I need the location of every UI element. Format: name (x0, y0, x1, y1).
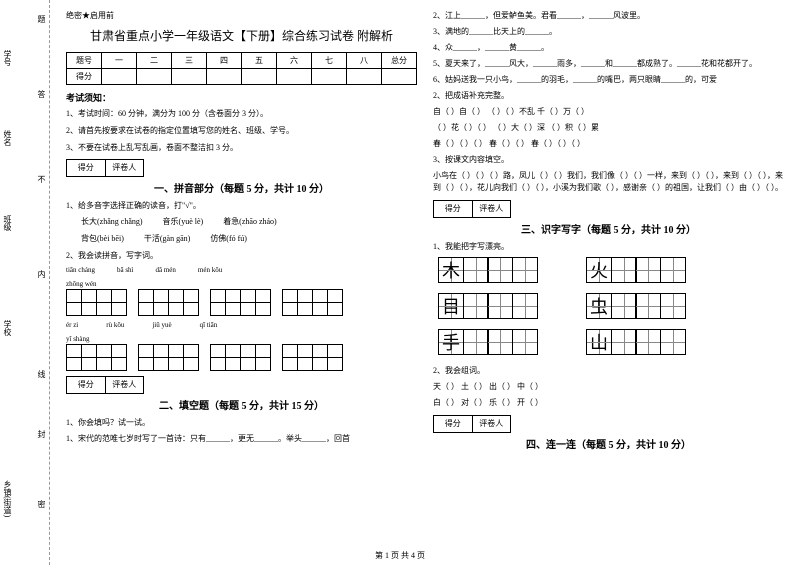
idiom-line: 春（ ）（ ）（ ） 春（ ）（ ） 春（ ）（ ）（ ） (433, 138, 784, 150)
word-group-line: 天（ ） 土（ ） 出（ ） 中（ ） (433, 381, 784, 393)
notice-item: 1、考试时间：60 分钟，满分为 100 分（含卷面分 3 分）。 (66, 108, 417, 120)
score-value-row: 得分 (67, 69, 417, 85)
margin-label-name: 姓名 (2, 130, 13, 146)
notice-title: 考试须知： (66, 91, 417, 104)
tianzi-cell: 目 (438, 293, 464, 319)
tianzi-row: 目 虫 (438, 293, 784, 319)
seal-char: 线 (36, 370, 47, 378)
left-column: 绝密★启用前 甘肃省重点小学一年级语文【下册】综合练习试卷 附解析 题号 一 二… (58, 10, 425, 565)
tianzi-row: 木 火 (438, 257, 784, 283)
page-footer: 第 1 页 共 4 页 (0, 550, 800, 561)
tianzi-row: 手 山 (438, 329, 784, 355)
notice-item: 3、不要在试卷上乱写乱画，卷面不整洁扣 3 分。 (66, 142, 417, 154)
seal-char: 封 (36, 430, 47, 438)
margin-label-class: 班级 (2, 215, 13, 231)
tianzi-cell: 手 (438, 329, 464, 355)
passage-fill: 小鸟在（ ）（ ）（ ）路，凤儿（ ）（ ）我们，我们像（ ）（ ）一样，来到（… (433, 170, 784, 194)
pinyin-options: 背包(bèi bēi) 干活(gàn gān) 仿佛(fó fú) (81, 233, 417, 244)
score-header-row: 题号 一 二 三 四 五 六 七 八 总分 (67, 53, 417, 69)
tianzi-cell: 火 (586, 257, 612, 283)
section-1-title: 一、拼音部分（每题 5 分，共计 10 分） (66, 180, 417, 195)
tianzi-cell: 虫 (586, 293, 612, 319)
seal-char: 内 (36, 270, 47, 278)
idiom-line: （ ）花（ ）（ ） （ ）大（ ）深 （ ）积（ ）累 (433, 122, 784, 134)
seal-char: 答 (36, 90, 47, 98)
notice-item: 2、请首先按要求在试卷的指定位置填写您的姓名、班级、学号。 (66, 125, 417, 137)
binding-margin: 题 学号 答 姓名 不 班级 内 学校 线 封 乡镇(街道) 密 (0, 0, 50, 565)
fill-blank-text: 6、姑妈送我一只小鸟，______的羽毛，______的嘴巴，两只眼睛_____… (433, 74, 784, 86)
margin-label-town: 乡镇(街道) (2, 480, 13, 517)
char-grid-row (66, 344, 417, 370)
fill-blank-text: 4、众______，______黄______。 (433, 42, 784, 54)
seal-char: 题 (36, 15, 47, 23)
tianzi-cell: 木 (438, 257, 464, 283)
right-column: 2、江上______，但爱鲈鱼美。君看______，______风波里。 3、满… (425, 10, 792, 565)
exam-title: 甘肃省重点小学一年级语文【下册】综合练习试卷 附解析 (66, 27, 417, 44)
question-text: 3、按课文内容填空。 (433, 154, 784, 166)
grader-box: 得分 评卷人 (66, 376, 144, 394)
fill-blank-text: 3、满地的______比天上的______。 (433, 26, 784, 38)
fill-blank-text: 1、宋代的范唯七岁时写了一首诗：只有______，更无______。举头____… (66, 433, 417, 445)
question-text: 2、把成语补充完整。 (433, 90, 784, 102)
seal-char: 密 (36, 500, 47, 508)
margin-label-school: 学校 (2, 320, 13, 336)
tianzi-cell: 山 (586, 329, 612, 355)
margin-label-id: 学号 (2, 50, 13, 66)
fill-blank-text: 2、江上______，但爱鲈鱼美。君看______，______风波里。 (433, 10, 784, 22)
question-text: 2、我会读拼音，写字词。 (66, 250, 417, 262)
section-3-title: 三、识字写字（每题 5 分，共计 10 分） (433, 221, 784, 236)
question-text: 1、你会填吗？试一试。 (66, 417, 417, 429)
secret-label: 绝密★启用前 (66, 10, 417, 21)
section-4-title: 四、连一连（每题 5 分，共计 10 分） (433, 436, 784, 451)
pinyin-options: 长大(zhǎng chǎng) 音乐(yuè lè) 着急(zhāo zháo) (81, 216, 417, 227)
grader-box: 得分 评卷人 (433, 415, 511, 433)
score-table: 题号 一 二 三 四 五 六 七 八 总分 得分 (66, 52, 417, 85)
question-text: 1、我能把字写漂亮。 (433, 241, 784, 253)
question-text: 1、给多音字选择正确的读音，打"√"。 (66, 200, 417, 212)
grader-box: 得分 评卷人 (66, 159, 144, 177)
idiom-line: 自（ ）自（ ） （ ）（ ）不乱 千（ ）万（ ） (433, 106, 784, 118)
word-group-line: 白（ ） 对（ ） 乐（ ） 开（ ） (433, 397, 784, 409)
char-grid-row (66, 289, 417, 315)
seal-char: 不 (36, 175, 47, 183)
question-text: 2、我会组词。 (433, 365, 784, 377)
fill-blank-text: 5、夏天来了，______风大，______雨多，______和______都成… (433, 58, 784, 70)
section-2-title: 二、填空题（每题 5 分，共计 15 分） (66, 397, 417, 412)
grader-box: 得分 评卷人 (433, 200, 511, 218)
